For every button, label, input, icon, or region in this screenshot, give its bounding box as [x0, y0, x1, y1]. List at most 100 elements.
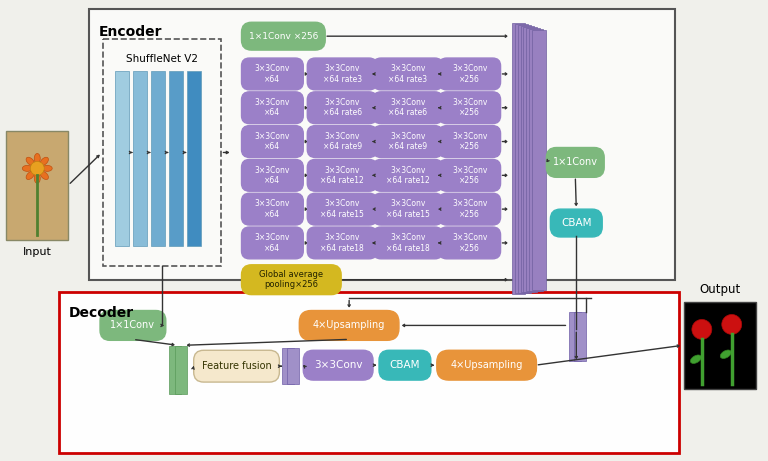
- Text: 3×3Conv
×64: 3×3Conv ×64: [255, 165, 290, 185]
- FancyBboxPatch shape: [379, 350, 431, 380]
- Bar: [133, 71, 147, 246]
- Bar: [6, 130, 68, 240]
- Text: 3×3Conv
×64: 3×3Conv ×64: [255, 233, 290, 253]
- Bar: [287, 349, 300, 384]
- Ellipse shape: [40, 171, 48, 179]
- Ellipse shape: [22, 165, 32, 171]
- Ellipse shape: [26, 171, 35, 179]
- Bar: [521, 26, 535, 292]
- FancyBboxPatch shape: [241, 160, 303, 191]
- Ellipse shape: [40, 157, 48, 165]
- FancyBboxPatch shape: [373, 193, 443, 225]
- Text: 1×1Conv: 1×1Conv: [553, 157, 598, 167]
- FancyBboxPatch shape: [439, 193, 501, 225]
- Ellipse shape: [720, 350, 731, 359]
- Text: 3×3Conv
×64: 3×3Conv ×64: [255, 64, 290, 83]
- FancyBboxPatch shape: [551, 209, 602, 237]
- FancyBboxPatch shape: [194, 350, 280, 382]
- Text: 3×3Conv
×64 rate3: 3×3Conv ×64 rate3: [389, 64, 428, 83]
- FancyBboxPatch shape: [241, 227, 303, 259]
- FancyBboxPatch shape: [100, 311, 166, 340]
- Bar: [569, 312, 581, 361]
- Bar: [151, 71, 165, 246]
- FancyBboxPatch shape: [307, 227, 377, 259]
- FancyBboxPatch shape: [307, 126, 377, 158]
- Text: 3×3Conv
×64 rate18: 3×3Conv ×64 rate18: [386, 233, 430, 253]
- Text: 3×3Conv
×64: 3×3Conv ×64: [255, 98, 290, 118]
- Text: 4×Upsampling: 4×Upsampling: [313, 320, 386, 331]
- Ellipse shape: [42, 165, 52, 171]
- Bar: [115, 71, 129, 246]
- Bar: [518, 25, 531, 293]
- Text: 3×3Conv
×64 rate3: 3×3Conv ×64 rate3: [323, 64, 362, 83]
- Text: 3×3Conv
×256: 3×3Conv ×256: [452, 64, 488, 83]
- Ellipse shape: [35, 173, 40, 183]
- Bar: [574, 312, 586, 361]
- Ellipse shape: [35, 154, 40, 163]
- Text: 3×3Conv
×64 rate18: 3×3Conv ×64 rate18: [320, 233, 364, 253]
- Text: CBAM: CBAM: [389, 360, 420, 370]
- Text: Decoder: Decoder: [69, 306, 134, 319]
- Circle shape: [692, 319, 712, 339]
- Text: ShuffleNet V2: ShuffleNet V2: [126, 54, 198, 64]
- Bar: [532, 30, 546, 290]
- FancyBboxPatch shape: [241, 22, 325, 50]
- Text: 3×3Conv
×64 rate15: 3×3Conv ×64 rate15: [320, 200, 364, 219]
- Text: 3×3Conv
×64 rate9: 3×3Conv ×64 rate9: [323, 132, 362, 151]
- FancyBboxPatch shape: [241, 193, 303, 225]
- Ellipse shape: [690, 355, 701, 363]
- Bar: [187, 71, 200, 246]
- Text: 3×3Conv
×256: 3×3Conv ×256: [452, 98, 488, 118]
- FancyBboxPatch shape: [546, 148, 604, 177]
- Bar: [283, 349, 294, 384]
- FancyBboxPatch shape: [303, 350, 373, 380]
- Text: 1×1Conv: 1×1Conv: [111, 320, 155, 331]
- Bar: [169, 71, 183, 246]
- FancyBboxPatch shape: [307, 92, 377, 124]
- Text: 3×3Conv
×256: 3×3Conv ×256: [452, 165, 488, 185]
- Text: Global average
pooling×256: Global average pooling×256: [260, 270, 323, 290]
- Text: Input: Input: [23, 247, 51, 257]
- Text: Encoder: Encoder: [99, 25, 163, 39]
- Text: 3×3Conv
×64 rate9: 3×3Conv ×64 rate9: [389, 132, 428, 151]
- Circle shape: [722, 314, 742, 334]
- Text: 3×3Conv
×256: 3×3Conv ×256: [452, 132, 488, 151]
- FancyBboxPatch shape: [439, 92, 501, 124]
- FancyBboxPatch shape: [373, 92, 443, 124]
- Text: 4×Upsampling: 4×Upsampling: [451, 360, 523, 370]
- Bar: [169, 346, 180, 394]
- Text: 3×3Conv
×64 rate6: 3×3Conv ×64 rate6: [389, 98, 428, 118]
- Text: 3×3Conv
×64 rate15: 3×3Conv ×64 rate15: [386, 200, 430, 219]
- FancyBboxPatch shape: [439, 160, 501, 191]
- Bar: [527, 28, 541, 291]
- FancyBboxPatch shape: [307, 160, 377, 191]
- FancyBboxPatch shape: [241, 58, 303, 90]
- Text: 3×3Conv
×256: 3×3Conv ×256: [452, 233, 488, 253]
- Text: 3×3Conv
×256: 3×3Conv ×256: [452, 200, 488, 219]
- FancyBboxPatch shape: [241, 126, 303, 158]
- FancyBboxPatch shape: [437, 350, 536, 380]
- FancyBboxPatch shape: [241, 92, 303, 124]
- FancyBboxPatch shape: [307, 193, 377, 225]
- Bar: [684, 301, 756, 389]
- Text: Output: Output: [699, 283, 740, 296]
- Text: 3×3Conv: 3×3Conv: [314, 360, 362, 370]
- Bar: [524, 27, 538, 292]
- Text: Feature fusion: Feature fusion: [202, 361, 271, 371]
- FancyBboxPatch shape: [373, 227, 443, 259]
- Bar: [89, 9, 675, 280]
- Text: 3×3Conv
×64 rate6: 3×3Conv ×64 rate6: [323, 98, 362, 118]
- Bar: [59, 292, 679, 453]
- FancyBboxPatch shape: [373, 58, 443, 90]
- Bar: [103, 39, 220, 266]
- Text: CBAM: CBAM: [561, 218, 591, 228]
- FancyBboxPatch shape: [300, 311, 399, 340]
- Text: 3×3Conv
×64: 3×3Conv ×64: [255, 200, 290, 219]
- Ellipse shape: [26, 157, 35, 165]
- Text: 3×3Conv
×64 rate12: 3×3Conv ×64 rate12: [320, 165, 364, 185]
- FancyBboxPatch shape: [373, 126, 443, 158]
- Bar: [511, 23, 525, 294]
- FancyBboxPatch shape: [439, 58, 501, 90]
- FancyBboxPatch shape: [439, 126, 501, 158]
- FancyBboxPatch shape: [373, 160, 443, 191]
